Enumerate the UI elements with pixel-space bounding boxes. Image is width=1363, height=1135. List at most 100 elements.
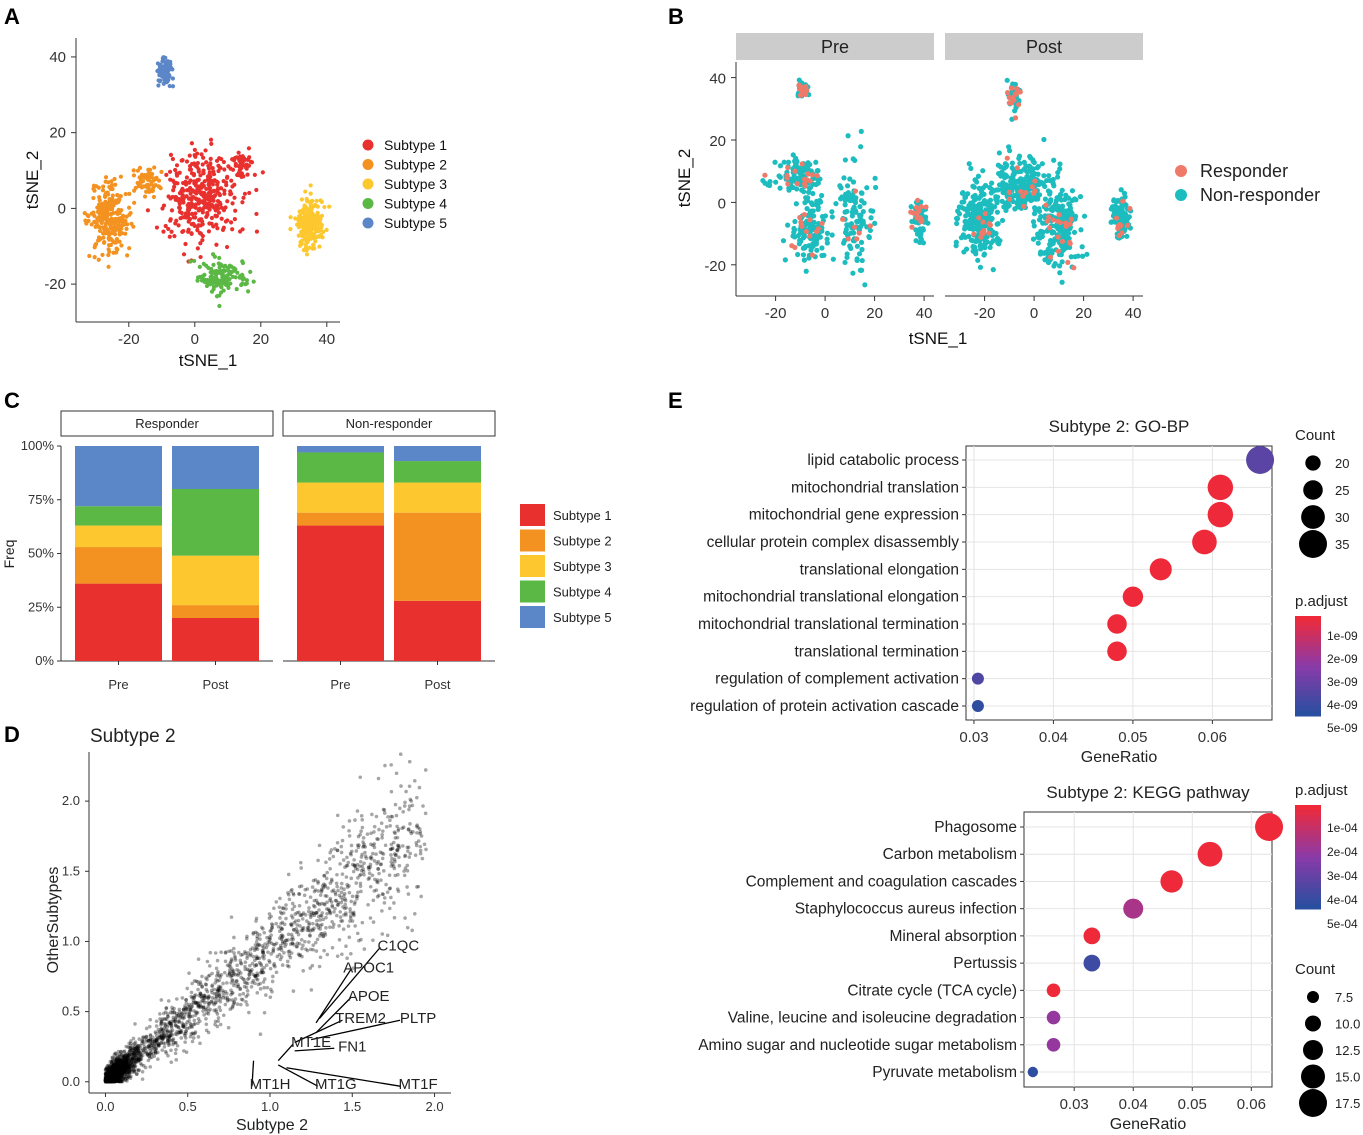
b-y-tick-label: 40	[709, 71, 726, 88]
d-x-tick-label: 0.5	[179, 1099, 197, 1114]
d-point	[308, 929, 313, 933]
d-point	[204, 1017, 208, 1021]
d-y-tick-label: 0.0	[62, 1074, 80, 1089]
b-point	[981, 252, 987, 258]
d-point	[376, 867, 380, 871]
b-point	[809, 252, 815, 258]
d-point	[222, 970, 227, 975]
d-point	[268, 929, 273, 933]
b-point	[1015, 102, 1022, 108]
b-point	[915, 197, 921, 203]
a-series-5	[155, 55, 176, 89]
d-point	[335, 872, 339, 877]
b-point	[1004, 155, 1010, 161]
b-point	[1059, 187, 1065, 193]
d-point	[315, 937, 320, 942]
d-point	[204, 987, 209, 992]
b-point	[842, 202, 848, 208]
d-point	[397, 855, 401, 860]
d-point	[423, 811, 428, 816]
d-point	[344, 911, 348, 915]
a-point	[135, 168, 140, 173]
a-point	[104, 203, 110, 208]
d-point	[241, 991, 246, 996]
b-point	[1038, 213, 1044, 220]
a-point	[225, 199, 230, 204]
b-point	[1055, 234, 1061, 240]
b-legend-key	[1175, 189, 1187, 201]
b-point	[794, 186, 800, 192]
d-point	[338, 910, 343, 914]
d-point	[148, 1065, 153, 1069]
a-point	[116, 219, 122, 224]
d-point	[144, 1035, 149, 1039]
d-point	[291, 989, 296, 993]
a-point	[118, 223, 123, 228]
b-x-tick-label: 0	[821, 305, 829, 322]
d-point	[319, 890, 324, 894]
b-point	[1124, 233, 1130, 239]
d-point	[280, 963, 285, 967]
b-point	[1023, 189, 1029, 196]
a-point	[91, 186, 96, 191]
b-point	[792, 218, 798, 225]
a-point	[213, 214, 219, 219]
b-point	[800, 252, 807, 258]
d-point	[397, 863, 402, 868]
d-point	[347, 819, 352, 823]
a-point	[184, 188, 190, 193]
a-point	[211, 275, 216, 280]
b-point	[995, 162, 1001, 168]
b-point	[859, 190, 865, 196]
b-point	[804, 177, 810, 183]
a-point	[227, 263, 233, 268]
d-point	[346, 924, 351, 928]
a-point	[224, 175, 230, 180]
c-bar-segment	[297, 452, 384, 483]
c-bar-segment	[297, 512, 384, 526]
d-point	[141, 1035, 146, 1039]
a-point	[228, 220, 234, 225]
d-point	[351, 869, 356, 874]
d-point	[245, 954, 250, 958]
d-point	[340, 838, 345, 843]
b-point	[808, 247, 814, 253]
a-legend-label: Subtype 1	[384, 137, 447, 153]
d-point	[372, 824, 377, 829]
a-point	[195, 197, 200, 202]
a-point	[194, 191, 199, 196]
a-legend-key	[362, 178, 374, 190]
b-point	[859, 257, 865, 264]
d-point	[352, 858, 356, 862]
d-point	[416, 884, 421, 889]
d-point	[407, 807, 411, 812]
d-point	[218, 999, 223, 1004]
a-point	[132, 188, 137, 193]
d-point	[412, 779, 417, 783]
a-point	[123, 191, 128, 197]
d-point	[325, 952, 330, 957]
a-point	[159, 169, 164, 174]
a-point	[102, 226, 107, 232]
a-point	[170, 156, 175, 162]
d-point	[185, 986, 190, 991]
b-point	[1077, 194, 1084, 200]
b-point	[968, 165, 974, 172]
b-point	[1059, 259, 1065, 265]
b-point	[801, 257, 807, 263]
a-point	[150, 188, 155, 193]
d-point	[386, 815, 390, 819]
a-point	[240, 260, 246, 266]
a-point	[193, 215, 198, 220]
a-point	[196, 223, 201, 228]
a-point	[242, 191, 248, 196]
d-point	[269, 952, 273, 956]
d-point	[323, 893, 328, 898]
b-point	[911, 210, 917, 216]
b-point	[804, 87, 810, 94]
a-point	[97, 228, 103, 234]
b-point	[781, 159, 787, 165]
a-point	[92, 245, 97, 250]
b-point	[968, 200, 974, 206]
d-point	[270, 979, 275, 984]
